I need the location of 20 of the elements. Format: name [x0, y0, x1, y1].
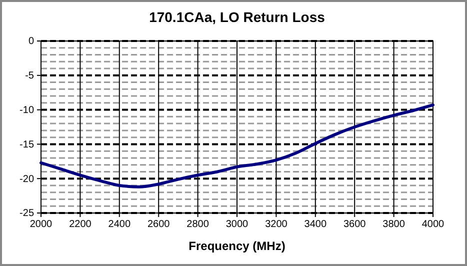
x-tick-label: 3000	[226, 219, 249, 230]
y-tick-label: -25	[20, 208, 34, 220]
line-series	[40, 103, 434, 188]
x-tick-label: 2200	[69, 219, 92, 230]
x-tick-label: 2800	[186, 219, 210, 230]
y-tick-label: -15	[20, 139, 34, 150]
y-tick-label: -5	[25, 70, 34, 82]
x-tick-label: 2400	[108, 219, 131, 230]
x-tick-label: 4000	[422, 219, 445, 230]
x-tick-label: 3600	[343, 219, 366, 230]
x-tick-label: 2000	[30, 219, 53, 230]
x-tick-label: 3200	[265, 219, 288, 230]
y-tick-label: 0	[28, 36, 34, 48]
x-axis-title: Frequency (MHz)	[188, 239, 286, 253]
x-tick-label: 3400	[304, 219, 327, 230]
y-tick-label: -20	[20, 174, 34, 185]
chart-title: 170.1CAa, LO Return Loss	[149, 9, 326, 25]
y-tick-label: -10	[20, 105, 34, 116]
x-tick-label: 3800	[382, 219, 406, 230]
x-tick-label: 2600	[147, 219, 170, 230]
